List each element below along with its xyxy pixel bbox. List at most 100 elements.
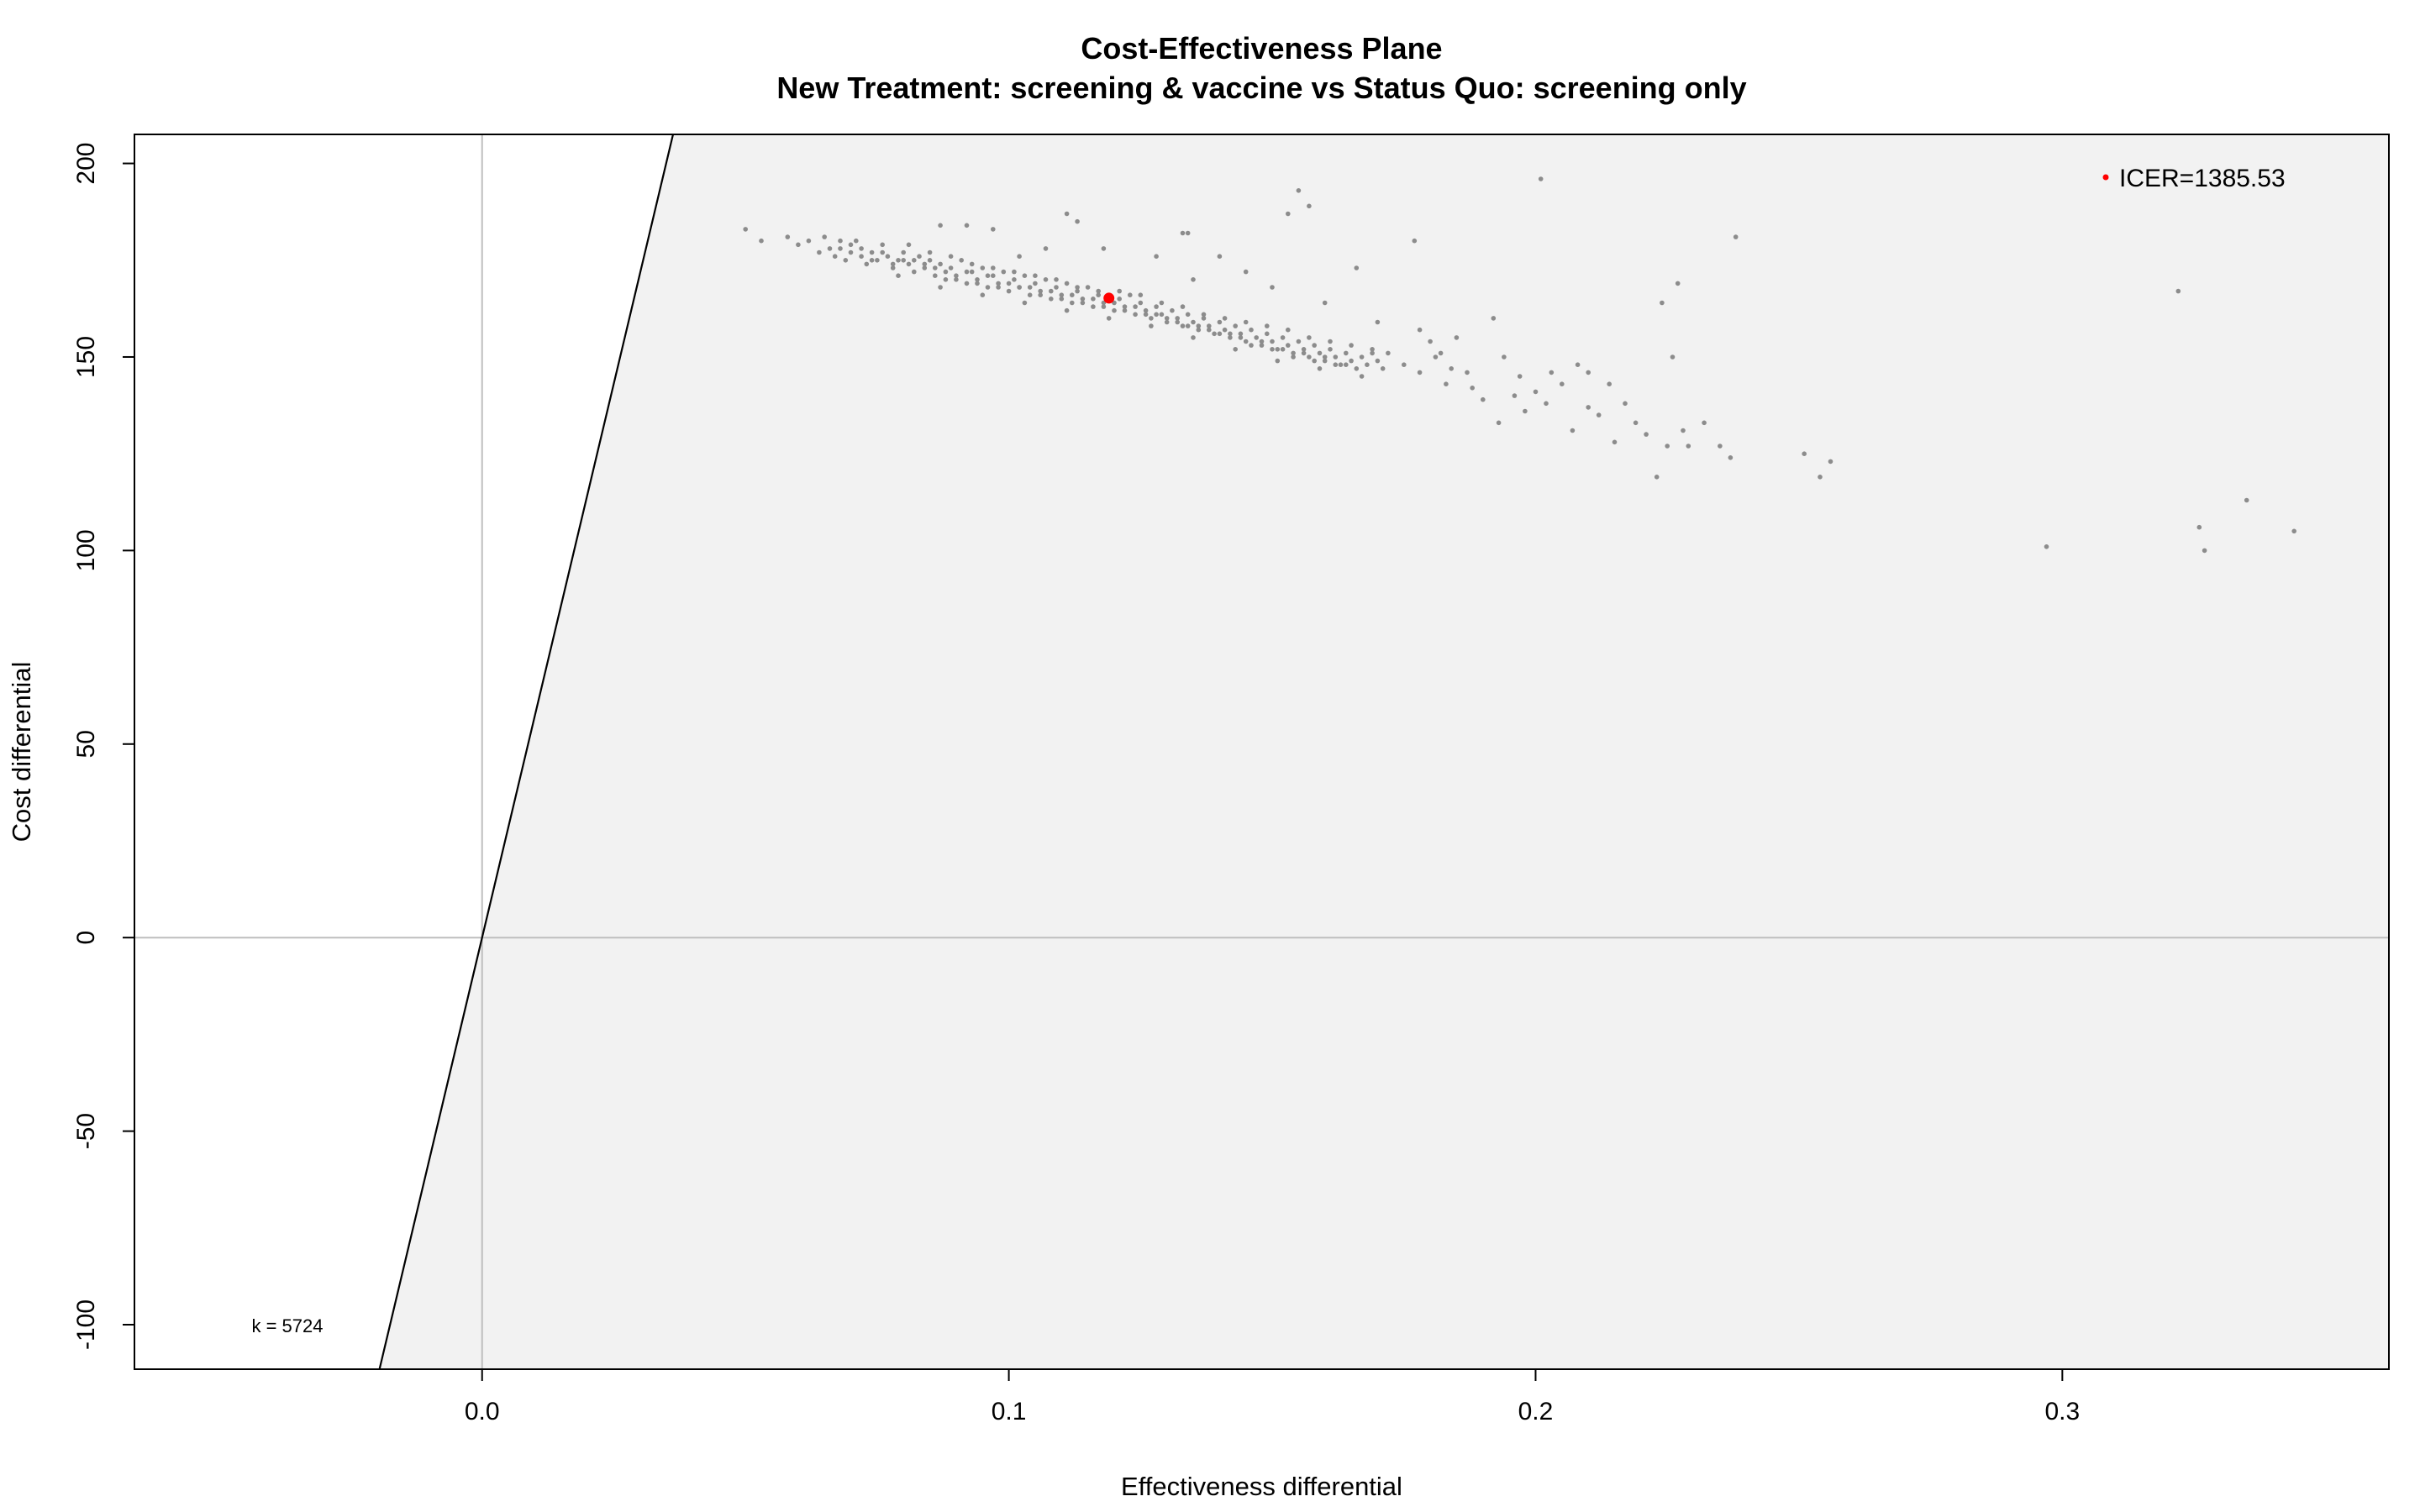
- simulation-point: [1359, 374, 1365, 379]
- simulation-point: [1275, 347, 1281, 352]
- simulation-point: [1644, 432, 1649, 437]
- simulation-point: [1328, 339, 1333, 344]
- simulation-point: [938, 261, 943, 267]
- simulation-point: [985, 285, 991, 290]
- simulation-point: [917, 254, 922, 260]
- simulation-point: [827, 246, 833, 251]
- y-tick-label: 150: [72, 336, 100, 378]
- x-tick-label: 0.3: [2044, 1398, 2080, 1425]
- simulation-point: [880, 249, 885, 255]
- simulation-point: [1238, 335, 1244, 340]
- simulation-point: [975, 277, 980, 282]
- simulation-point: [1112, 307, 1117, 313]
- simulation-point: [1517, 374, 1523, 379]
- simulation-point: [1286, 343, 1291, 348]
- simulation-point: [1544, 401, 1549, 407]
- simulation-point: [1328, 347, 1333, 352]
- simulation-point: [948, 254, 954, 260]
- simulation-point: [1180, 304, 1186, 309]
- simulation-point: [1243, 319, 1249, 325]
- simulation-point: [1212, 331, 1217, 337]
- simulation-point: [1686, 444, 1691, 449]
- simulation-point: [1275, 358, 1281, 364]
- simulation-point: [980, 292, 986, 298]
- simulation-point: [848, 249, 854, 255]
- simulation-point: [1301, 350, 1307, 356]
- y-axis-label: Cost differential: [7, 662, 36, 843]
- simulation-point: [1170, 307, 1175, 313]
- simulation-point: [1054, 285, 1059, 290]
- simulation-point: [822, 234, 827, 239]
- simulation-point: [1317, 350, 1323, 356]
- simulation-point: [1159, 300, 1165, 306]
- simulation-point: [1154, 304, 1159, 309]
- simulation-point: [1470, 386, 1475, 391]
- simulation-point: [1301, 347, 1307, 352]
- simulation-point: [1154, 312, 1159, 318]
- simulation-point: [1307, 203, 1312, 209]
- simulation-point: [796, 242, 801, 248]
- simulation-point: [933, 265, 938, 270]
- simulation-point: [1201, 316, 1207, 321]
- simulation-point: [1654, 475, 1660, 480]
- simulation-point: [1096, 288, 1101, 294]
- simulation-point: [1164, 316, 1170, 321]
- simulation-point: [1444, 381, 1449, 387]
- simulation-point: [1317, 366, 1323, 371]
- simulation-point: [1454, 335, 1460, 340]
- simulation-point: [1349, 343, 1354, 348]
- simulation-point: [869, 258, 875, 263]
- simulation-point: [943, 277, 949, 282]
- simulation-point: [1496, 420, 1502, 426]
- simulation-point: [1138, 300, 1144, 306]
- simulation-point: [832, 254, 838, 260]
- simulation-point: [1191, 277, 1196, 282]
- icer-point: [1103, 292, 1115, 304]
- simulation-point: [1333, 354, 1339, 360]
- simulation-point: [938, 223, 943, 228]
- simulation-point: [912, 269, 917, 275]
- simulation-point: [906, 261, 912, 267]
- simulation-point: [1164, 319, 1170, 325]
- simulation-point: [1502, 354, 1507, 360]
- simulation-point: [1491, 316, 1497, 321]
- simulation-point: [922, 265, 928, 270]
- simulation-point: [1191, 335, 1196, 340]
- simulation-point: [1259, 343, 1265, 348]
- wtp-k-label: k = 5724: [251, 1315, 323, 1336]
- simulation-point: [1296, 339, 1302, 344]
- simulation-point: [985, 273, 991, 279]
- simulation-point: [1038, 288, 1043, 294]
- simulation-point: [1070, 292, 1075, 298]
- simulation-point: [1233, 323, 1238, 328]
- simulation-point: [1133, 312, 1138, 318]
- simulation-point: [1201, 312, 1207, 318]
- simulation-point: [991, 265, 996, 270]
- simulation-point: [991, 227, 996, 232]
- simulation-point: [1733, 234, 1739, 239]
- simulation-point: [896, 258, 901, 263]
- simulation-point: [1412, 238, 1418, 244]
- simulation-point: [1185, 230, 1191, 236]
- simulation-point: [1354, 366, 1360, 371]
- simulation-point: [1180, 230, 1186, 236]
- x-tick-label: 0.0: [465, 1398, 500, 1425]
- simulation-point: [806, 238, 812, 244]
- simulation-point: [1191, 319, 1196, 325]
- simulation-point: [1117, 288, 1122, 294]
- wtp-line: [378, 134, 675, 1370]
- simulation-point: [1143, 307, 1149, 313]
- simulation-point: [1128, 292, 1133, 298]
- simulation-point: [2291, 528, 2296, 534]
- simulation-point: [1560, 381, 1565, 387]
- simulation-point: [743, 227, 748, 232]
- simulation-point: [1012, 277, 1017, 282]
- simulation-point: [1465, 370, 1470, 375]
- simulation-point: [927, 249, 933, 255]
- simulation-point: [1307, 354, 1312, 360]
- simulation-point: [1022, 273, 1028, 279]
- simulation-point: [922, 261, 928, 267]
- simulation-point: [1064, 281, 1070, 286]
- simulation-point: [896, 273, 901, 279]
